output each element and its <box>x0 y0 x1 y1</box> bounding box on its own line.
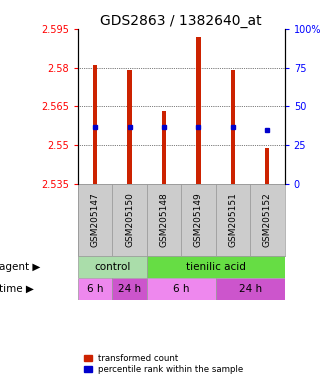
Text: GSM205149: GSM205149 <box>194 193 203 247</box>
Bar <box>265 147 269 184</box>
Text: 6 h: 6 h <box>173 284 189 294</box>
Bar <box>78 256 147 278</box>
Text: tienilic acid: tienilic acid <box>186 262 246 272</box>
Bar <box>231 70 235 184</box>
Bar <box>147 256 285 278</box>
Text: 24 h: 24 h <box>239 284 262 294</box>
Bar <box>127 70 131 184</box>
Bar <box>216 184 250 256</box>
Bar <box>78 184 112 256</box>
Bar <box>93 65 97 184</box>
Bar <box>112 278 147 300</box>
Title: GDS2863 / 1382640_at: GDS2863 / 1382640_at <box>100 14 262 28</box>
Bar <box>181 184 216 256</box>
Text: time ▶: time ▶ <box>0 284 34 294</box>
Bar <box>147 184 181 256</box>
Bar <box>78 278 112 300</box>
Text: GSM205151: GSM205151 <box>228 192 237 247</box>
Bar <box>216 278 285 300</box>
Text: 24 h: 24 h <box>118 284 141 294</box>
Bar <box>112 184 147 256</box>
Text: GSM205148: GSM205148 <box>160 193 168 247</box>
Text: GSM205150: GSM205150 <box>125 192 134 247</box>
Text: GSM205147: GSM205147 <box>90 193 100 247</box>
Text: agent ▶: agent ▶ <box>0 262 40 272</box>
Bar <box>250 184 285 256</box>
Bar <box>162 111 166 184</box>
Bar <box>196 36 201 184</box>
Bar <box>147 278 216 300</box>
Text: GSM205152: GSM205152 <box>263 193 272 247</box>
Text: 6 h: 6 h <box>87 284 103 294</box>
Legend: transformed count, percentile rank within the sample: transformed count, percentile rank withi… <box>82 352 245 376</box>
Text: control: control <box>94 262 130 272</box>
